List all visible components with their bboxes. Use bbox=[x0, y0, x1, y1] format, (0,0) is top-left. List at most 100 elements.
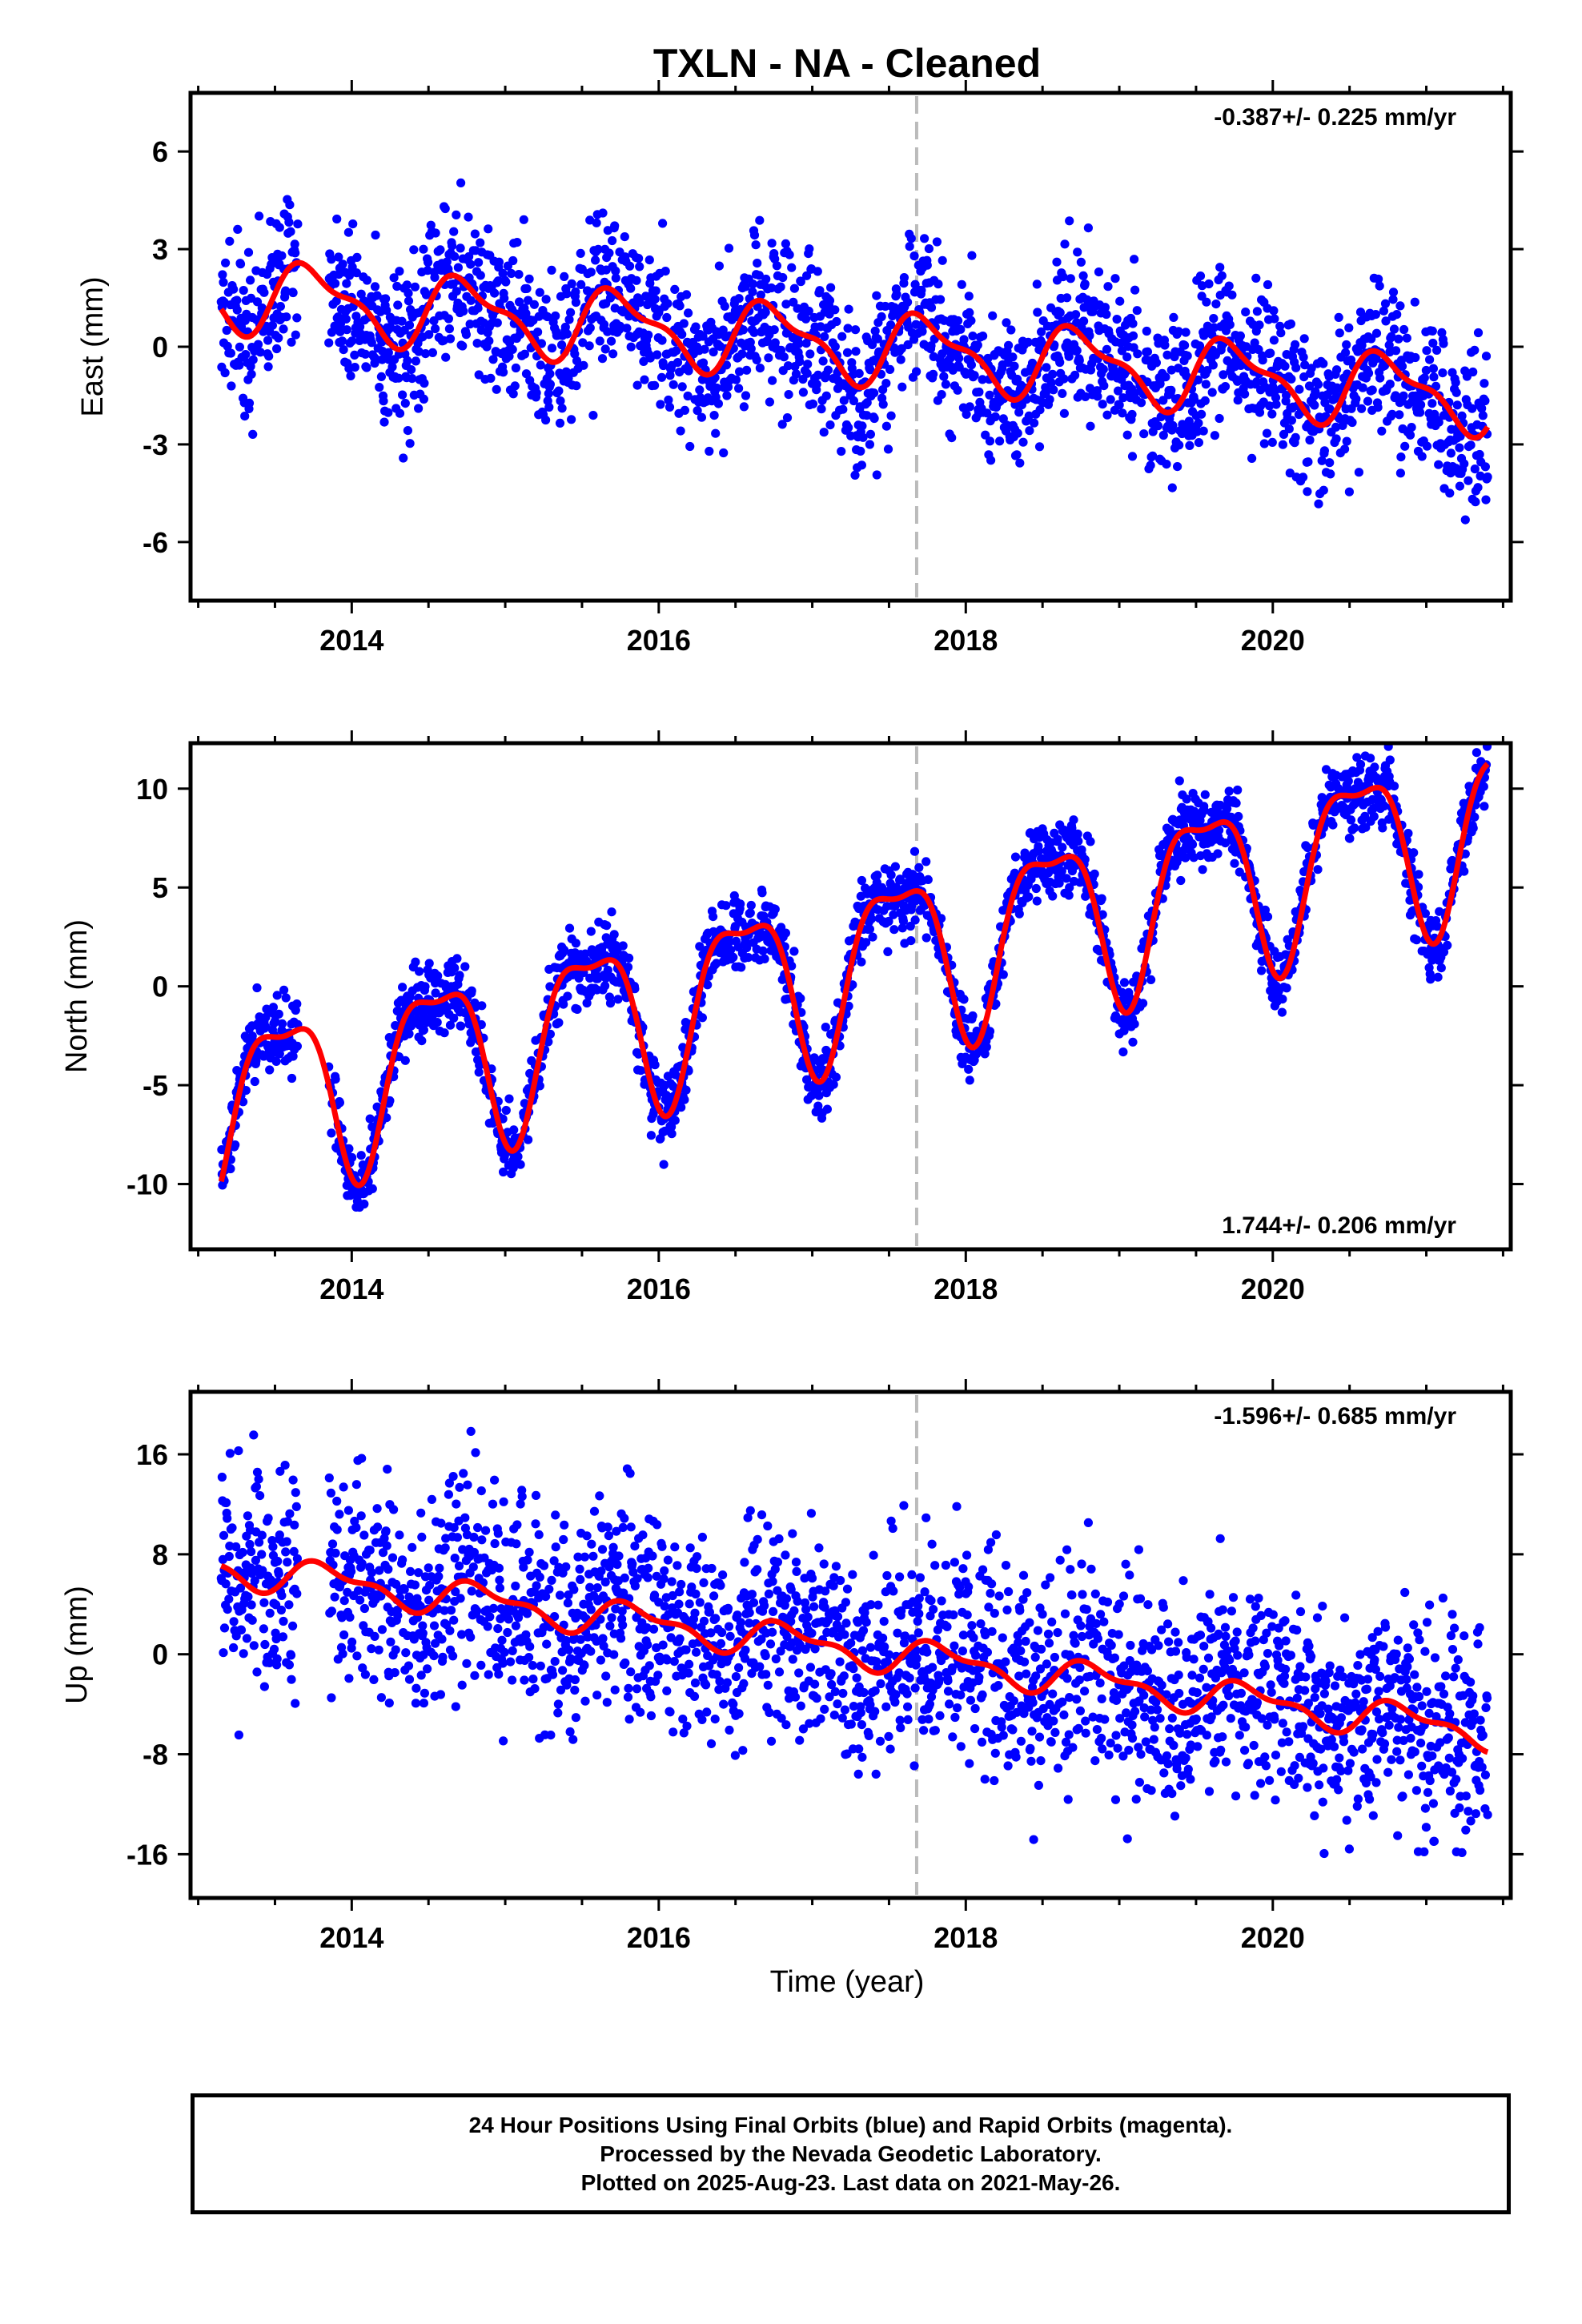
data-point bbox=[1198, 865, 1207, 875]
data-point bbox=[226, 348, 235, 358]
data-point bbox=[404, 296, 414, 306]
data-point bbox=[1071, 310, 1081, 320]
data-point bbox=[1235, 867, 1244, 877]
data-point bbox=[1385, 755, 1395, 765]
data-point bbox=[532, 388, 541, 398]
data-point bbox=[547, 265, 556, 275]
data-point bbox=[1473, 483, 1483, 493]
data-point bbox=[914, 862, 924, 872]
data-point bbox=[464, 251, 474, 262]
data-point bbox=[1161, 372, 1170, 382]
data-point bbox=[1468, 823, 1478, 833]
data-point bbox=[263, 336, 273, 345]
data-point bbox=[545, 1029, 556, 1039]
data-point bbox=[1010, 852, 1021, 862]
y-tick-label: 0 bbox=[152, 971, 168, 1003]
data-point bbox=[344, 1144, 354, 1153]
data-point bbox=[1127, 409, 1137, 420]
data-point bbox=[1080, 279, 1090, 289]
data-point bbox=[386, 1637, 396, 1647]
data-point bbox=[420, 378, 429, 388]
data-point bbox=[681, 1085, 691, 1095]
data-point bbox=[227, 1523, 237, 1533]
data-point bbox=[382, 1541, 391, 1550]
data-point bbox=[781, 928, 791, 938]
data-point bbox=[445, 334, 456, 344]
data-point bbox=[937, 390, 946, 400]
data-point bbox=[665, 402, 675, 412]
data-point bbox=[347, 1566, 356, 1576]
data-point bbox=[588, 411, 598, 420]
data-point bbox=[508, 389, 518, 399]
data-point bbox=[1399, 324, 1409, 335]
data-point bbox=[1220, 382, 1231, 392]
data-point bbox=[737, 349, 747, 359]
data-point bbox=[255, 348, 265, 357]
data-point bbox=[514, 270, 524, 279]
data-point bbox=[751, 240, 761, 250]
data-point bbox=[1391, 346, 1401, 356]
data-point bbox=[452, 210, 461, 219]
data-point bbox=[1270, 314, 1279, 324]
data-point bbox=[436, 245, 445, 255]
data-point bbox=[372, 1504, 382, 1514]
model-fit-line bbox=[218, 762, 1490, 1188]
data-point bbox=[1181, 328, 1191, 337]
data-point bbox=[247, 1569, 257, 1578]
data-point bbox=[359, 1530, 369, 1540]
data-point bbox=[844, 1001, 853, 1011]
data-point bbox=[339, 1630, 349, 1640]
data-point bbox=[277, 1019, 287, 1028]
data-point bbox=[476, 238, 485, 247]
data-point bbox=[1189, 853, 1199, 862]
data-point bbox=[405, 439, 415, 448]
data-point bbox=[1053, 834, 1062, 844]
data-point bbox=[825, 420, 835, 430]
data-point bbox=[233, 224, 243, 234]
data-point bbox=[567, 415, 576, 424]
data-point bbox=[543, 312, 552, 322]
data-point bbox=[663, 299, 673, 308]
data-point bbox=[404, 320, 415, 330]
data-point bbox=[326, 1488, 335, 1498]
data-point bbox=[1128, 1037, 1138, 1047]
data-point bbox=[1020, 848, 1030, 858]
data-point bbox=[223, 1605, 232, 1614]
data-point bbox=[917, 327, 927, 336]
data-point bbox=[825, 296, 835, 305]
data-point bbox=[829, 1080, 838, 1089]
data-point bbox=[411, 957, 420, 967]
data-point bbox=[693, 406, 702, 416]
data-point bbox=[676, 426, 685, 436]
data-point bbox=[820, 332, 829, 341]
data-point bbox=[292, 1041, 302, 1051]
data-point bbox=[1428, 364, 1438, 373]
data-point bbox=[1432, 922, 1442, 931]
data-point bbox=[664, 395, 673, 405]
data-point bbox=[1035, 405, 1045, 415]
data-point bbox=[592, 218, 601, 227]
data-point bbox=[964, 1064, 974, 1074]
data-point bbox=[257, 1530, 267, 1540]
data-point bbox=[252, 297, 263, 307]
data-point bbox=[1224, 281, 1234, 291]
data-point bbox=[383, 1465, 392, 1474]
data-point bbox=[420, 349, 431, 359]
data-point bbox=[896, 355, 905, 364]
data-point bbox=[545, 369, 555, 379]
data-point bbox=[954, 353, 964, 363]
data-point bbox=[1331, 434, 1341, 444]
data-point bbox=[1475, 449, 1484, 460]
data-point bbox=[384, 1699, 394, 1708]
data-point bbox=[242, 1634, 251, 1643]
data-point bbox=[809, 1053, 819, 1063]
data-point bbox=[1299, 352, 1308, 362]
x-tick-label: 2014 bbox=[319, 624, 383, 657]
data-point bbox=[1411, 352, 1420, 363]
data-point bbox=[1443, 940, 1452, 950]
data-point bbox=[258, 1566, 267, 1575]
data-point bbox=[383, 348, 393, 357]
data-point bbox=[406, 365, 416, 375]
data-point bbox=[1331, 422, 1341, 432]
